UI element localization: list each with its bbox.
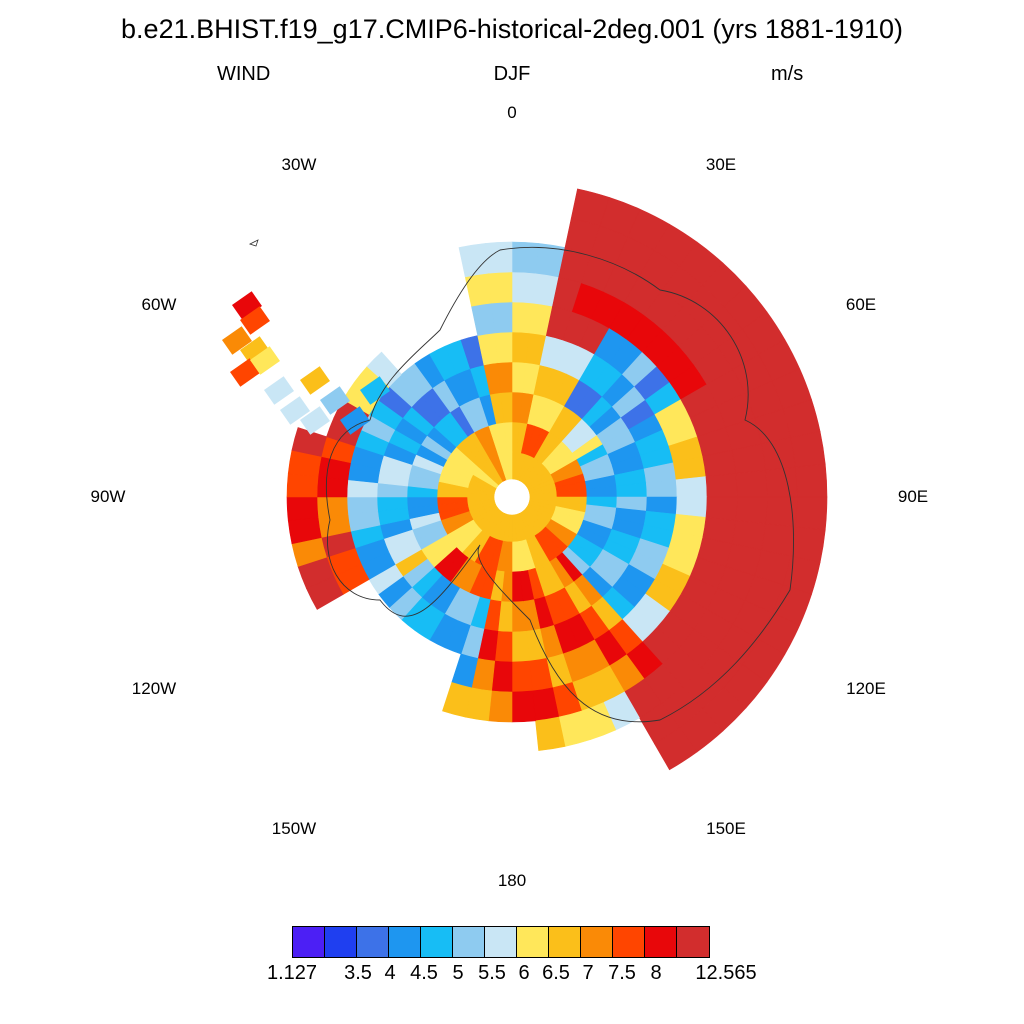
colorbar-tick-label: 5.5 [478,962,506,984]
wind-cell [442,682,472,718]
wind-cell [346,496,379,515]
colorbar-swatch [645,927,677,957]
wind-cell [675,496,708,518]
colorbar-tick-label: 3.5 [344,962,372,984]
wind-cell [300,366,330,395]
wind-cell [320,386,350,415]
colorbar-tick-label: 4 [384,962,396,984]
colorbar-tick-label: 7.5 [608,962,636,984]
wind-cell [511,690,536,723]
colorbar-tick-label: 12.565 [695,962,757,984]
colorbar-swatch [677,927,709,957]
coastline [325,247,794,723]
lon-label-180: 180 [497,871,527,890]
wind-cell [511,630,530,663]
wind-cell [316,496,349,518]
wind-cell [488,271,513,304]
island-outline [248,239,259,247]
wind-cell [675,476,708,498]
lon-label-60e: 60E [845,295,877,314]
wind-cell [360,376,390,405]
wind-cell [765,466,798,498]
wind-cell [491,301,513,334]
season-label: DJF [493,63,531,85]
wind-cell [735,496,768,524]
wind-cell [250,346,280,375]
colorbar-tick-label: 8 [650,962,662,984]
wind-cell [230,358,260,387]
wind-cell [464,272,492,307]
colorbar-swatch [581,927,613,957]
wind-cell [458,243,489,278]
colorbar-swatch [549,927,581,957]
colorbar-tick-label: 1.127 [266,962,318,984]
lon-label-90w: 90W [90,487,126,506]
lon-label-60w: 60W [141,295,177,314]
colorbar-swatch [453,927,485,957]
wind-cell [291,427,327,457]
colorbar-swatch [517,927,549,957]
lon-label-150w: 150W [271,819,317,838]
lon-label-0: 0 [507,103,517,122]
wind-cell [735,470,768,498]
colorbar [292,926,710,958]
colorbar-tick-label: 4.5 [410,962,438,984]
lon-label-120e: 120E [846,679,886,698]
plot-title: b.e21.BHIST.f19_g17.CMIP6-historical-2de… [121,14,903,44]
wind-cell [511,271,536,304]
wind-cell [795,496,828,531]
wind-cell [240,336,270,365]
wind-cell [222,326,252,355]
wind-cell [485,241,513,274]
wind-cell [511,241,539,274]
variable-label: WIND [217,63,271,85]
wind-cell [300,406,330,435]
wind-cell [471,302,496,336]
wind-cell [286,496,319,521]
lon-label-90e: 90E [897,487,929,506]
colorbar-tick-label: 7 [582,962,594,984]
wind-cell [286,473,319,498]
wind-cell [705,473,738,498]
wind-cell [511,301,533,334]
colorbar-swatch [421,927,453,957]
colorbar-swatch [325,927,357,957]
wind-cell [511,660,533,693]
wind-cell [264,376,294,405]
wind-cell [535,716,566,751]
wind-cell [790,431,826,468]
lon-label-30e: 30E [705,155,737,174]
wind-cell [488,690,513,723]
wind-cell [761,437,796,471]
colorbar-swatch [485,927,517,957]
wind-cell [280,396,310,425]
wind-cell [654,727,698,771]
wind-cell [232,291,262,320]
colorbar-swatch [293,927,325,957]
colorbar-tick-label: 6.5 [542,962,570,984]
wind-cell [645,479,678,498]
wind-cell [240,306,270,335]
wind-cell [494,331,513,364]
wind-cell [316,476,349,498]
lon-label-30w: 30W [281,155,317,174]
colorbar-tick-label: 6 [518,962,530,984]
lon-label-120w: 120W [131,679,177,698]
colorbar-swatch [389,927,421,957]
colorbar-tick-label: 5 [452,962,464,984]
units-label: m/s [771,63,804,85]
colorbar-swatch [613,927,645,957]
wind-cell [491,660,513,693]
wind-cell [705,496,738,521]
lon-label-150e: 150E [706,819,746,838]
wind-cell [366,351,403,388]
wind-cell [795,463,828,498]
colorbar-swatch [357,927,389,957]
wind-cell [340,406,370,435]
